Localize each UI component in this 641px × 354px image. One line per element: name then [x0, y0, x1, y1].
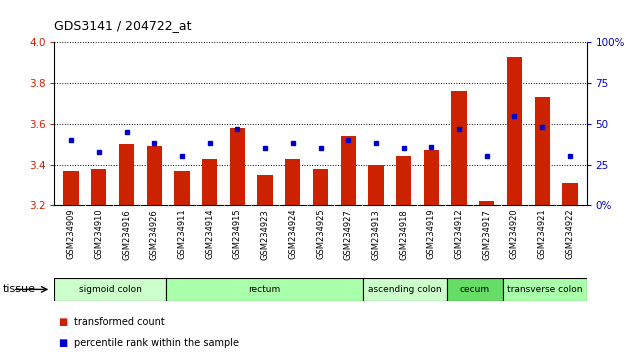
Text: GSM234921: GSM234921 — [538, 209, 547, 259]
Bar — [258, 175, 272, 205]
Text: transverse colon: transverse colon — [507, 285, 582, 294]
Bar — [562, 183, 578, 205]
Text: cecum: cecum — [460, 285, 490, 294]
Text: GSM234912: GSM234912 — [454, 209, 463, 259]
Text: GSM234924: GSM234924 — [288, 209, 297, 259]
Bar — [424, 150, 439, 205]
Bar — [229, 128, 245, 205]
Text: GSM234910: GSM234910 — [94, 209, 103, 259]
Bar — [147, 146, 162, 205]
Text: percentile rank within the sample: percentile rank within the sample — [74, 338, 238, 348]
Bar — [119, 144, 134, 205]
Bar — [479, 201, 494, 205]
Text: GSM234915: GSM234915 — [233, 209, 242, 259]
Bar — [340, 136, 356, 205]
Text: GSM234909: GSM234909 — [67, 209, 76, 259]
Text: ascending colon: ascending colon — [368, 285, 441, 294]
Text: GSM234922: GSM234922 — [565, 209, 574, 259]
Bar — [451, 91, 467, 205]
Text: ■: ■ — [58, 338, 67, 348]
Bar — [369, 165, 383, 205]
Text: GSM234919: GSM234919 — [427, 209, 436, 259]
Text: ■: ■ — [58, 317, 67, 327]
Text: sigmoid colon: sigmoid colon — [79, 285, 142, 294]
Text: GSM234913: GSM234913 — [371, 209, 380, 259]
Text: GSM234925: GSM234925 — [316, 209, 325, 259]
Text: GSM234911: GSM234911 — [178, 209, 187, 259]
Bar — [503, 278, 587, 301]
Bar — [363, 278, 447, 301]
Bar — [202, 159, 217, 205]
Bar — [174, 171, 190, 205]
Bar — [535, 97, 550, 205]
Bar — [447, 278, 503, 301]
Bar — [396, 156, 412, 205]
Bar — [507, 57, 522, 205]
Text: GSM234918: GSM234918 — [399, 209, 408, 259]
Text: GSM234927: GSM234927 — [344, 209, 353, 259]
Text: GSM234914: GSM234914 — [205, 209, 214, 259]
Text: GDS3141 / 204722_at: GDS3141 / 204722_at — [54, 19, 192, 32]
Bar — [54, 278, 167, 301]
Text: GSM234923: GSM234923 — [261, 209, 270, 259]
Bar — [167, 278, 363, 301]
Text: GSM234926: GSM234926 — [150, 209, 159, 259]
Text: GSM234916: GSM234916 — [122, 209, 131, 259]
Text: transformed count: transformed count — [74, 317, 165, 327]
Text: GSM234917: GSM234917 — [482, 209, 491, 259]
Bar — [285, 159, 301, 205]
Bar — [63, 171, 79, 205]
Text: tissue: tissue — [3, 284, 36, 295]
Bar — [313, 169, 328, 205]
Text: GSM234920: GSM234920 — [510, 209, 519, 259]
Text: rectum: rectum — [248, 285, 281, 294]
Bar — [91, 169, 106, 205]
